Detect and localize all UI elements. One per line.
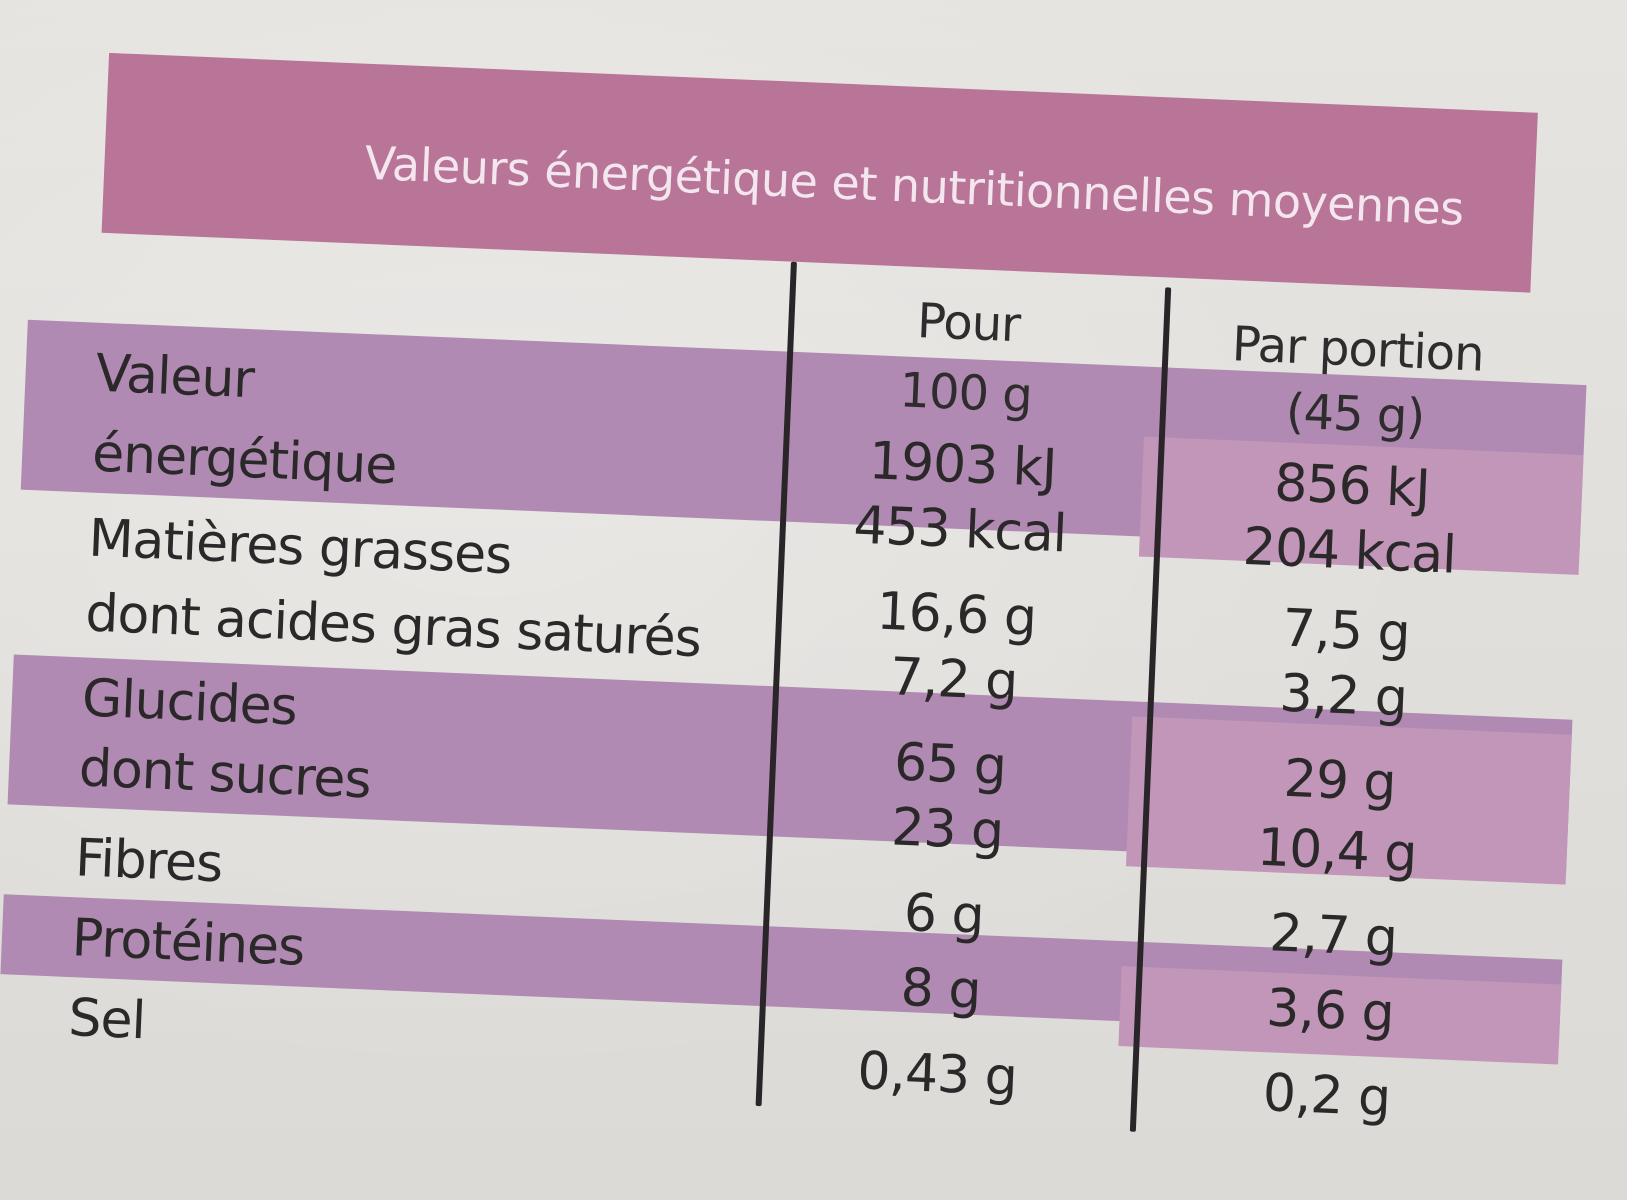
per100-value-kcal: 453 kcal	[852, 495, 1068, 565]
row-label-carbs: Glucides	[80, 668, 298, 738]
portion-value-sugars: 10,4 g	[1255, 817, 1418, 885]
portion-value-fat: 7,5 g	[1281, 598, 1411, 664]
portion-value-fibres: 2,7 g	[1268, 903, 1399, 969]
portion-value-kj: 856 kJ	[1273, 453, 1431, 520]
per100-value-fat: 16,6 g	[875, 581, 1038, 649]
per100-value-fibres: 6 g	[902, 882, 985, 947]
per100-value-salt: 0,43 g	[856, 1041, 1018, 1108]
row-label-saturated: dont acides gras saturés	[84, 583, 703, 670]
portion-value-saturated: 3,2 g	[1278, 663, 1409, 729]
per100-value-kj: 1903 kJ	[867, 431, 1058, 499]
per100-value-saturated: 7,2 g	[888, 647, 1019, 713]
portion-value-salt: 0,2 g	[1261, 1063, 1392, 1129]
header-per100-line1: Pour	[916, 293, 1022, 354]
portion-value-proteins: 3,6 g	[1265, 978, 1395, 1044]
table-title: Valeurs énergétique et nutritionnelles m…	[363, 135, 1465, 236]
row-label-proteins: Protéines	[70, 908, 306, 978]
row-label-energy-1: Valeur	[94, 343, 255, 411]
row-label-salt: Sel	[67, 988, 147, 1052]
row-label-fat: Matières grasses	[87, 508, 513, 587]
header-per100-line2: 100 g	[898, 362, 1033, 424]
row-label-sugars: dont sucres	[77, 738, 372, 811]
portion-value-carbs: 29 g	[1282, 748, 1397, 814]
row-label-energy-2: énergétique	[91, 423, 398, 497]
per100-value-proteins: 8 g	[899, 957, 982, 1022]
header-portion-line1: Par portion	[1230, 316, 1485, 383]
header-portion-line2: (45 g)	[1284, 383, 1426, 446]
portion-value-kcal: 204 kcal	[1241, 516, 1457, 586]
row-label-fibres: Fibres	[74, 828, 224, 895]
nutrition-label: Valeurs énergétique et nutritionnelles m…	[0, 30, 1599, 1200]
per100-value-sugars: 23 g	[890, 797, 1005, 863]
header-band: Valeurs énergétique et nutritionnelles m…	[101, 52, 1538, 293]
per100-value-carbs: 65 g	[892, 732, 1008, 798]
